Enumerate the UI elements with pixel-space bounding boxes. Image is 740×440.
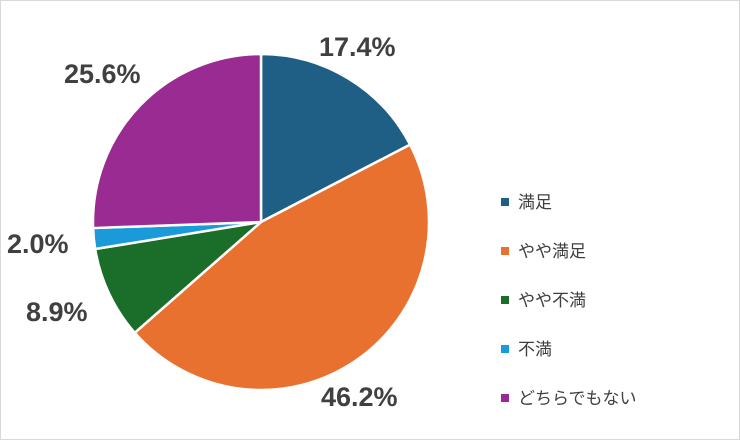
legend-swatch — [501, 345, 509, 353]
slice-data-label: 8.9% — [26, 297, 88, 327]
legend-label: どちらでもない — [518, 389, 637, 409]
legend-label: 満足 — [518, 193, 552, 213]
pie-slice-5 — [91, 52, 263, 230]
legend-label: 不満 — [518, 340, 552, 360]
pie-slice-1 — [259, 52, 412, 224]
slice-data-label: 25.6% — [64, 59, 141, 89]
legend-label: やや満足 — [518, 242, 586, 262]
legend-swatch — [501, 198, 509, 206]
legend-item: やや不満 — [501, 291, 586, 311]
legend-item: 満足 — [501, 193, 552, 213]
pie-slice-2 — [133, 143, 431, 392]
legend-label: やや不満 — [518, 291, 586, 311]
legend-item: 不満 — [501, 340, 552, 360]
slice-data-label: 46.2% — [321, 382, 398, 412]
slice-data-label: 2.0% — [7, 229, 69, 259]
legend-item: やや満足 — [501, 242, 586, 262]
legend-item: どちらでもない — [501, 389, 637, 409]
slice-data-label: 17.4% — [319, 32, 396, 62]
legend-swatch — [501, 247, 509, 255]
pie-slice-3 — [93, 220, 263, 335]
legend-swatch — [501, 394, 509, 402]
legend-swatch — [501, 296, 509, 304]
